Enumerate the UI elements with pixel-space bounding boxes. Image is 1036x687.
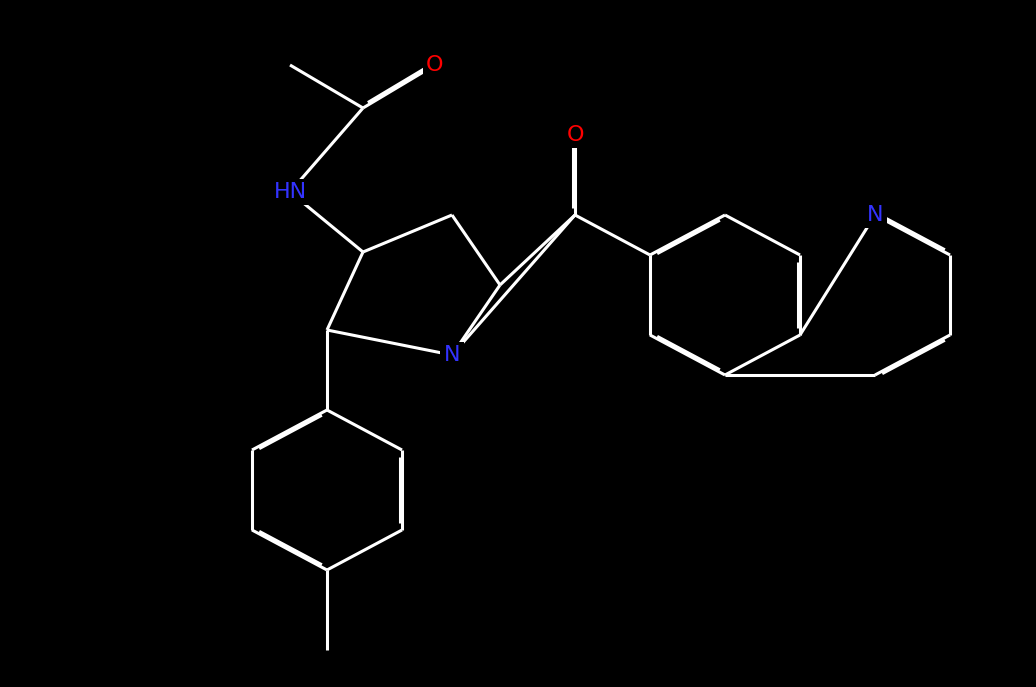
Text: O: O <box>426 55 443 75</box>
Text: N: N <box>867 205 884 225</box>
Text: O: O <box>567 125 583 145</box>
Text: N: N <box>443 345 460 365</box>
Text: HN: HN <box>274 182 307 202</box>
